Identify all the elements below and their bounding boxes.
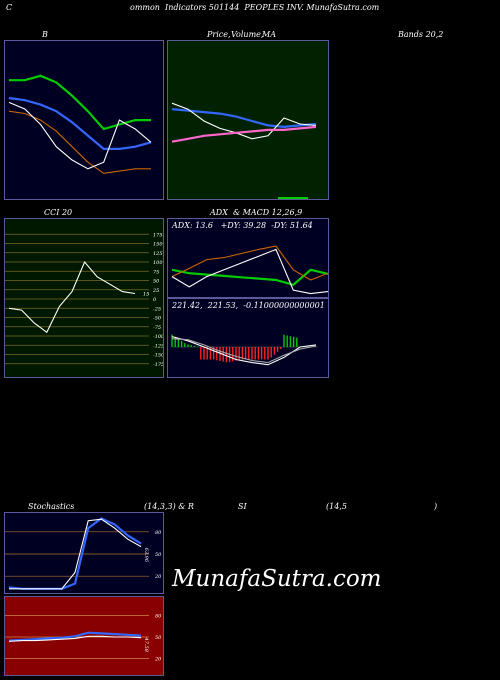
stochastics-tick-label-1: 50 [155,552,162,558]
adx-panel: ADX: 13.6 +DY: 39.28 -DY: 51.64 [167,218,329,298]
cci-series-0-line [8,260,136,334]
bollinger_bands-series-1-line [8,96,152,151]
rsi-params: (14,5 [326,502,347,511]
stochastics-tick-label-2: 20 [154,574,162,580]
stochastics-series-1-line [9,518,142,590]
cci-tick-label-14: -175 [153,362,164,368]
price_volume_ma-series-1-line [171,102,317,140]
stochastics-tick-label-0: 80 [155,530,162,536]
cci-chart: 175 150 125 100 75 50 25 0 -25 -50 -75 -100 -125 -150… [5,232,164,368]
title-initial: C [6,3,13,12]
rsi-series-1-line [8,635,142,642]
adx-readout: ADX: 13.6 +DY: 39.28 -DY: 51.64 [172,221,313,230]
bollinger_bands-series-3-line [8,101,152,170]
rsi-tick-label-2: 20 [154,657,162,663]
rsi-label: SI [238,502,247,511]
price_volume_ma-series-2-line [171,125,317,143]
price-label: Price, [207,30,231,39]
adx-series-1-line [171,245,328,281]
macd-panel: 221.42, 221.53, -0.11000000000001 [167,298,329,378]
stochastics-value-label: 63.96 [143,548,149,563]
cci-tick-label-7: 0 [153,297,157,303]
stochastics-chart: 80 50 20 63.96 [5,517,162,590]
rsi-tick-label-0: 80 [155,613,162,619]
bands-label: Bands 20,2 [398,30,444,39]
adx-macd-label: ADX & MACD 12,26,9 [210,208,303,217]
macd-readout: 221.42, 221.53, -0.11000000000001 [172,301,325,310]
adx-series-0-line [171,268,328,287]
price-chart [171,102,317,199]
rsi-panel: 80 50 20 47.58 [4,596,164,676]
macd-series-0-line [171,336,317,366]
rsi-params-close: ) [434,502,438,511]
adx-series-2-line [171,248,328,295]
price-panel [167,40,329,200]
cci-tick-label-8: -25 [153,306,161,312]
cci-tick-label-3: 100 [153,260,163,266]
stochastics-params: (14,3,3) & R [144,502,194,511]
cci-panel: 175 150 125 100 75 50 25 0 -25 -50 -75 -100 -125 -150… [4,218,164,378]
stochastics-panel: 80 50 20 63.96 [4,512,164,594]
rsi-series-0-line [8,631,142,642]
page-title: ommon Indicators 501144 PEOPLES INV. Mun… [130,3,380,12]
stochastics-label: Stochastics [28,502,75,511]
cci-tick-label-11: -100 [153,334,164,340]
cci-tick-label-12: -125 [153,343,164,349]
adx-chart [171,245,328,295]
bollinger-panel [4,40,164,200]
cci-tick-label-4: 75 [153,269,159,275]
brand-watermark: MunafaSutra.com [172,566,382,592]
cci-tick-label-2: 125 [153,251,163,257]
cci-tick-label-1: 150 [153,242,163,248]
volume-label: Volume, [231,30,264,39]
cci-tick-label-0: 175 [153,232,163,238]
rsi-chart: 80 50 20 47.58 [5,613,162,663]
cci-tick-label-9: -50 [153,316,162,322]
cci-tick-label-5: 50 [153,279,160,285]
ma-label: MA [262,30,276,39]
rsi-value-label: 47.58 [143,637,149,652]
bollinger_bands-series-0-line [9,74,151,131]
macd-series-1-line [171,338,317,364]
rsi-tick-label-1: 50 [155,635,162,641]
cci-value-label: 15 [143,291,149,297]
cci-tick-label-10: -75 [153,325,161,331]
macd-chart [171,334,318,366]
cci-tick-label-6: 25 [152,288,159,294]
cci-tick-label-13: -150 [153,353,164,359]
cci-label: CCI 20 [44,208,73,217]
bollinger-label: B [42,30,48,39]
price_volume_ma-series-0-line [171,108,317,129]
bollinger-chart [8,74,152,174]
